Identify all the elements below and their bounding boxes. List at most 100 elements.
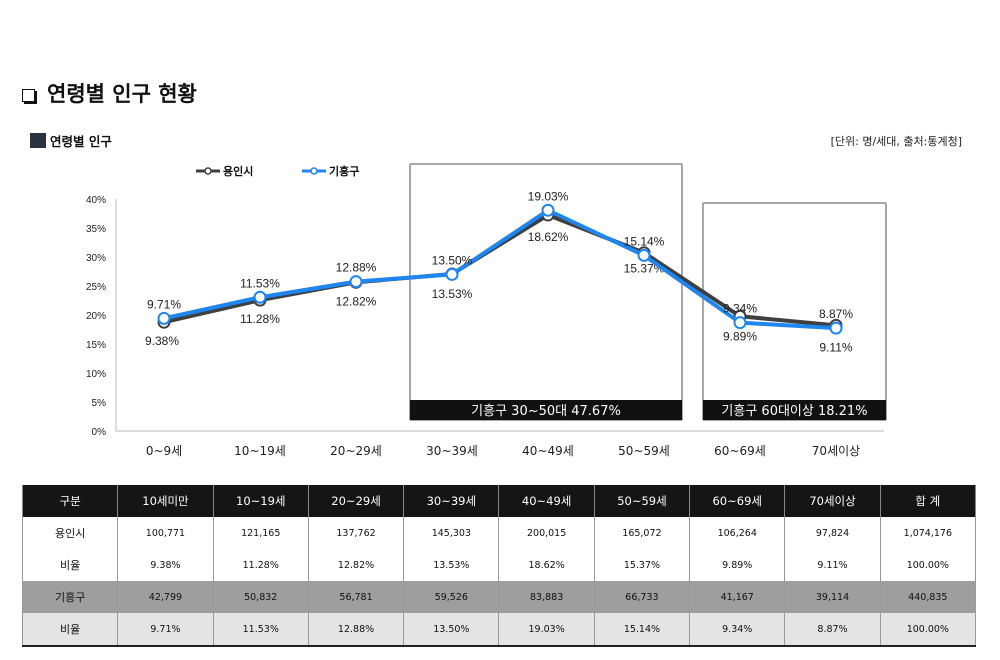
table-cell: 83,883 [498, 581, 595, 613]
table-cell: 1,074,176 [879, 517, 977, 549]
table-cell: 56,781 [307, 581, 405, 613]
x-tick-label: 0~9세 [146, 444, 182, 458]
table-header-cell: 40~49세 [498, 485, 595, 517]
table-cell: 41,167 [689, 581, 786, 613]
table-cell: 121,165 [212, 517, 309, 549]
table-header-cell: 50~59세 [593, 485, 691, 517]
data-label: 15.37% [624, 262, 665, 276]
table-row: 기흥구 42,799 50,832 56,781 59,526 83,883 66,733 4… [21, 581, 977, 613]
y-tick-label: 30% [86, 253, 106, 264]
table-cell: 97,824 [784, 517, 881, 549]
table-cell: 440,835 [879, 581, 977, 613]
page-title-text: 연령별 인구 현황 [47, 82, 197, 106]
y-tick-label: 15% [86, 340, 106, 351]
table-row-label: 비율 [21, 549, 119, 581]
table-header-cell: 10세미만 [117, 485, 214, 517]
data-label: 9.38% [145, 334, 179, 348]
table-row: 비율 9.71% 11.53% 12.88% 13.50% 19.03% 15.14% 9.3… [21, 613, 977, 647]
table-row: 비율 9.38% 11.28% 12.82% 13.53% 18.62% 15.37% 9.8… [21, 549, 977, 581]
table-cell: 12.88% [307, 613, 405, 647]
data-label: 11.28% [240, 312, 280, 326]
table-row-label: 비율 [21, 613, 119, 647]
table-cell: 137,762 [307, 517, 405, 549]
annotation-label: 기흥구 60대이상 18.21% [721, 404, 867, 419]
data-label: 12.82% [336, 294, 377, 308]
data-label: 9.71% [147, 297, 181, 311]
annotation-label: 기흥구 30~50대 47.67% [471, 404, 621, 419]
y-tick-label: 0% [92, 427, 107, 438]
table-cell: 42,799 [117, 581, 214, 613]
table-cell: 200,015 [498, 517, 595, 549]
section-title: 연령별 인구 [30, 131, 112, 150]
table-cell: 165,072 [593, 517, 691, 549]
data-label: 15.14% [624, 234, 665, 248]
x-tick-label: 10~19세 [234, 444, 286, 458]
data-label: 19.03% [528, 189, 569, 203]
table-cell: 106,264 [689, 517, 786, 549]
y-tick-label: 25% [86, 282, 106, 293]
data-label: 9.89% [723, 329, 757, 343]
data-label: 8.87% [819, 307, 853, 321]
table-cell: 15.14% [593, 613, 691, 647]
table-cell: 59,526 [403, 581, 500, 613]
data-label: 9.11% [819, 340, 852, 354]
unit-note: [단위: 명/세대, 출처:통계청] [830, 135, 962, 148]
annotation-banner [703, 400, 886, 420]
page-title: 연령별 인구 현황 [22, 78, 197, 108]
table-cell: 19.03% [498, 613, 595, 647]
y-tick-label: 20% [86, 311, 106, 322]
legend-label: 용인시 [223, 164, 253, 178]
table-cell: 11.28% [212, 549, 309, 581]
table-header-cell: 60~69세 [689, 485, 786, 517]
table-cell: 9.34% [689, 613, 786, 647]
data-label: 13.53% [432, 287, 473, 301]
table-cell: 13.50% [403, 613, 500, 647]
age-population-line-chart: 0% 5% 10% 15% 20% 25% 30% 35% 40% 0~9세 10~19세 20~29… [86, 163, 887, 458]
table-cell: 9.38% [117, 549, 214, 581]
data-point [733, 316, 747, 330]
table-header-cell: 합 계 [879, 485, 977, 517]
table-cell: 9.71% [117, 613, 214, 647]
table-header-cell: 구분 [21, 485, 119, 517]
table-header-cell: 20~29세 [307, 485, 405, 517]
data-point [541, 203, 555, 217]
table-cell: 66,733 [593, 581, 691, 613]
table-cell: 9.11% [784, 549, 881, 581]
table-cell: 11.53% [212, 613, 309, 647]
data-label: 13.50% [432, 253, 473, 267]
table-cell: 12.82% [307, 549, 405, 581]
table-cell: 18.62% [498, 549, 595, 581]
y-tick-label: 5% [92, 398, 107, 409]
series-line-1 [163, 208, 837, 331]
legend-swatch-marker [204, 167, 212, 175]
x-tick-label: 60~69세 [714, 444, 766, 458]
table-header-cell: 30~39세 [403, 485, 500, 517]
table-cell: 8.87% [784, 613, 881, 647]
table-cell: 100.00% [879, 613, 977, 647]
table-cell: 100,771 [117, 517, 214, 549]
legend-label: 기흥구 [329, 164, 359, 178]
x-tick-label: 40~49세 [522, 444, 574, 458]
table-header-row: 구분 10세미만 10~19세 20~29세 30~39세 40~49세 50~59세 60~… [21, 485, 977, 517]
data-point [157, 311, 171, 325]
data-label: 12.88% [336, 261, 377, 275]
checkbox-square-icon [22, 88, 35, 102]
data-point [349, 275, 363, 289]
x-tick-label: 50~59세 [618, 444, 670, 458]
data-label: 11.53% [240, 276, 280, 290]
x-tick-label: 30~39세 [426, 444, 478, 458]
table-cell: 100.00% [879, 549, 977, 581]
table-row-label: 기흥구 [21, 581, 119, 613]
legend-swatch-marker [310, 167, 318, 175]
data-label: 18.62% [528, 230, 569, 244]
x-tick-label: 20~29세 [330, 444, 382, 458]
data-label: 9.34% [723, 302, 757, 316]
y-tick-label: 40% [86, 195, 106, 206]
table-row: 용인시 100,771 121,165 137,762 145,303 200,015 16… [21, 517, 977, 549]
square-bullet-icon [30, 133, 46, 148]
data-point [829, 321, 843, 335]
section-title-text: 연령별 인구 [50, 134, 112, 149]
y-tick-label: 35% [86, 224, 106, 235]
table-cell: 13.53% [403, 549, 500, 581]
table-cell: 9.89% [689, 549, 786, 581]
